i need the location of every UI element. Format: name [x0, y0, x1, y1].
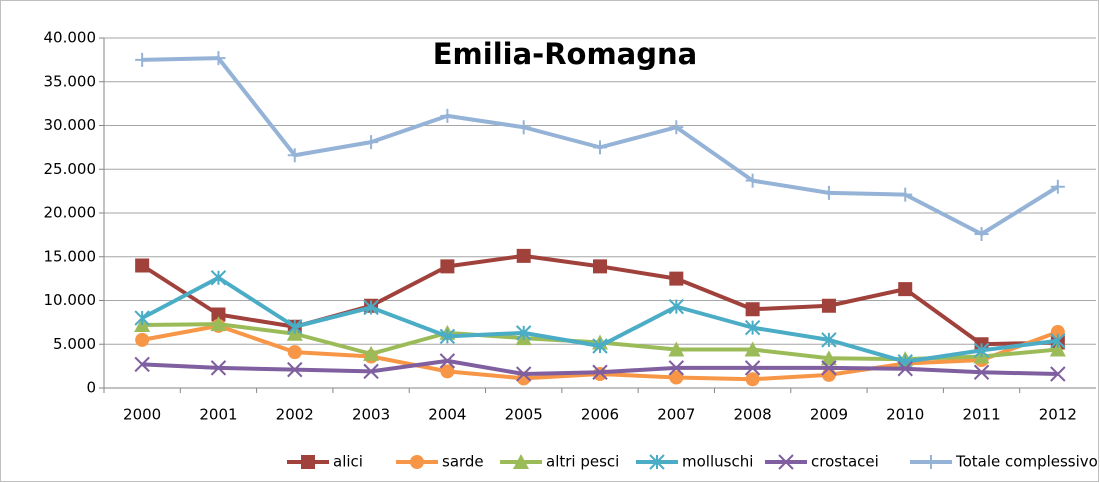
marker	[210, 360, 227, 376]
marker	[593, 259, 607, 274]
marker	[134, 356, 150, 373]
marker	[821, 185, 836, 200]
marker	[287, 148, 302, 163]
marker	[744, 341, 761, 357]
marker	[668, 341, 685, 357]
marker	[649, 454, 665, 470]
marker	[515, 325, 532, 341]
x-tick-label: 2009	[810, 406, 848, 424]
marker	[364, 135, 379, 150]
marker	[821, 360, 837, 376]
y-tick-label: 15.000	[44, 247, 97, 265]
marker	[778, 454, 794, 470]
marker	[820, 350, 837, 366]
marker	[287, 361, 303, 378]
marker	[287, 345, 302, 360]
marker	[301, 455, 315, 469]
y-tick-label: 40.000	[44, 29, 97, 47]
legend-label: sarde	[442, 453, 484, 471]
marker	[440, 108, 455, 123]
x-tick-label: 2006	[581, 406, 619, 424]
chart-title: Emilia-Romagna	[433, 37, 697, 71]
marker	[135, 258, 150, 273]
marker	[821, 298, 836, 313]
marker	[211, 51, 226, 66]
marker	[593, 140, 607, 155]
marker	[440, 259, 455, 274]
marker	[440, 364, 455, 379]
marker	[516, 120, 531, 135]
marker	[745, 372, 760, 387]
marker	[1050, 179, 1065, 194]
y-tick-label: 35.000	[44, 72, 97, 90]
marker	[287, 319, 303, 335]
y-tick-label: 5.000	[53, 335, 96, 353]
marker	[669, 370, 684, 385]
x-tick-label: 2003	[352, 406, 390, 424]
marker	[439, 353, 456, 369]
marker	[363, 363, 379, 380]
x-tick-label: 2008	[734, 406, 772, 424]
marker	[973, 342, 990, 359]
x-tick-label: 2001	[199, 406, 237, 424]
marker	[439, 328, 456, 345]
marker	[363, 299, 379, 316]
marker	[744, 360, 761, 376]
marker	[513, 454, 529, 469]
marker	[210, 270, 227, 286]
legend-label: crostacei	[811, 453, 879, 471]
x-tick-label: 2004	[428, 406, 466, 424]
marker	[745, 173, 760, 188]
marker	[1050, 333, 1066, 349]
marker	[134, 310, 150, 326]
marker	[1050, 366, 1066, 382]
marker	[898, 282, 913, 297]
marker	[515, 366, 532, 382]
legend-label: Totale complessivo	[955, 453, 1098, 471]
marker	[1050, 325, 1065, 339]
marker	[592, 364, 608, 380]
x-tick-label: 2007	[657, 406, 695, 424]
x-tick-label: 2011	[962, 406, 1000, 424]
y-tick-label: 30.000	[44, 116, 97, 134]
x-tick-label: 2005	[505, 406, 543, 424]
legend-label: alici	[333, 453, 363, 471]
y-tick-label: 0	[86, 379, 96, 397]
x-tick-label: 2000	[123, 406, 161, 424]
marker	[745, 302, 760, 317]
marker	[897, 361, 913, 377]
x-tick-label: 2012	[1039, 406, 1077, 424]
marker	[924, 455, 938, 469]
marker	[210, 316, 227, 332]
marker	[669, 120, 684, 135]
y-tick-label: 20.000	[44, 204, 97, 222]
marker	[516, 248, 531, 263]
marker	[135, 332, 150, 347]
marker	[410, 455, 424, 469]
marker	[897, 354, 913, 370]
marker	[211, 307, 226, 322]
marker	[669, 271, 684, 286]
marker	[974, 227, 989, 241]
marker	[363, 345, 380, 361]
marker	[668, 360, 685, 376]
marker	[821, 367, 836, 382]
marker	[744, 319, 761, 336]
y-tick-label: 25.000	[44, 160, 97, 178]
x-tick-label: 2002	[276, 406, 314, 424]
marker	[592, 338, 608, 354]
marker	[821, 332, 837, 348]
marker	[973, 364, 990, 380]
legend-label: altri pesci	[546, 453, 619, 471]
marker	[898, 187, 913, 202]
marker	[668, 298, 685, 315]
marker	[135, 52, 150, 67]
marker	[1049, 341, 1066, 357]
y-tick-label: 10.000	[44, 291, 97, 309]
legend-label: molluschi	[682, 453, 753, 471]
x-tick-label: 2010	[886, 406, 924, 424]
